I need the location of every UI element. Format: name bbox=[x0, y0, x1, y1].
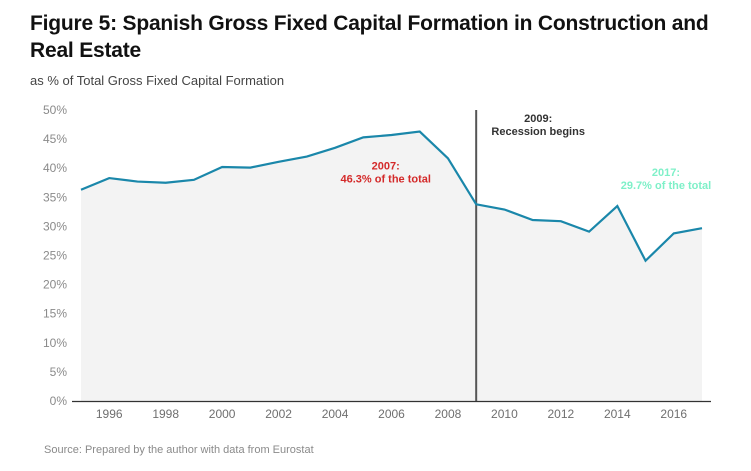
x-tick-label: 2008 bbox=[435, 407, 462, 421]
y-tick-label: 10% bbox=[43, 336, 67, 350]
x-tick-label: 2014 bbox=[604, 407, 631, 421]
x-axis: 1996 1998 2000 2002 2004 2006 2008 2010 2012 2014… bbox=[72, 400, 711, 421]
y-tick-label: 35% bbox=[43, 190, 67, 204]
annotation-2007-line-1: 2007: bbox=[372, 161, 400, 173]
source-note: Source: Prepared by the author with data… bbox=[44, 444, 314, 456]
area-layer bbox=[81, 131, 702, 401]
y-tick-label: 45% bbox=[43, 132, 67, 146]
annotation-2017-line-1: 2017: bbox=[652, 167, 680, 179]
y-tick-label: 5% bbox=[50, 365, 68, 379]
annotation-2017-line-2: 29.7% of the total bbox=[621, 180, 711, 192]
y-tick-label: 50% bbox=[43, 103, 67, 117]
y-tick-label: 15% bbox=[43, 307, 67, 321]
annotation-2007-line-2: 46.3% of the total bbox=[340, 174, 430, 186]
x-tick-label: 1996 bbox=[96, 407, 123, 421]
y-tick-label: 25% bbox=[43, 249, 67, 263]
x-tick-label: 2002 bbox=[265, 407, 292, 421]
x-tick-label: 2016 bbox=[660, 407, 687, 421]
y-tick-label: 0% bbox=[50, 394, 68, 408]
line-layer bbox=[80, 130, 703, 263]
x-tick-label: 2012 bbox=[548, 407, 575, 421]
chart-title: Figure 5: Spanish Gross Fixed Capital Fo… bbox=[30, 12, 709, 62]
annotations: 2009:Recession begins 2007:46.3% of the t… bbox=[340, 113, 711, 192]
annotation-2009-line-2: Recession begins bbox=[491, 126, 585, 138]
chart-subtitle: as % of Total Gross Fixed Capital Format… bbox=[30, 73, 285, 88]
y-tick-label: 40% bbox=[43, 161, 67, 175]
y-tick-label: 30% bbox=[43, 219, 67, 233]
y-axis: 0% 5% 10% 15% 20% 25% 30% 35% 40% 45% 50% bbox=[43, 103, 67, 408]
area-fill bbox=[81, 131, 702, 401]
x-tick-label: 2000 bbox=[209, 407, 236, 421]
x-tick-label: 2006 bbox=[378, 407, 405, 421]
x-tick-label: 1998 bbox=[152, 407, 179, 421]
y-tick-label: 20% bbox=[43, 278, 67, 292]
x-tick-label: 2004 bbox=[322, 407, 349, 421]
annotation-2009-line-1: 2009: bbox=[524, 113, 552, 125]
x-tick-label: 2010 bbox=[491, 407, 518, 421]
